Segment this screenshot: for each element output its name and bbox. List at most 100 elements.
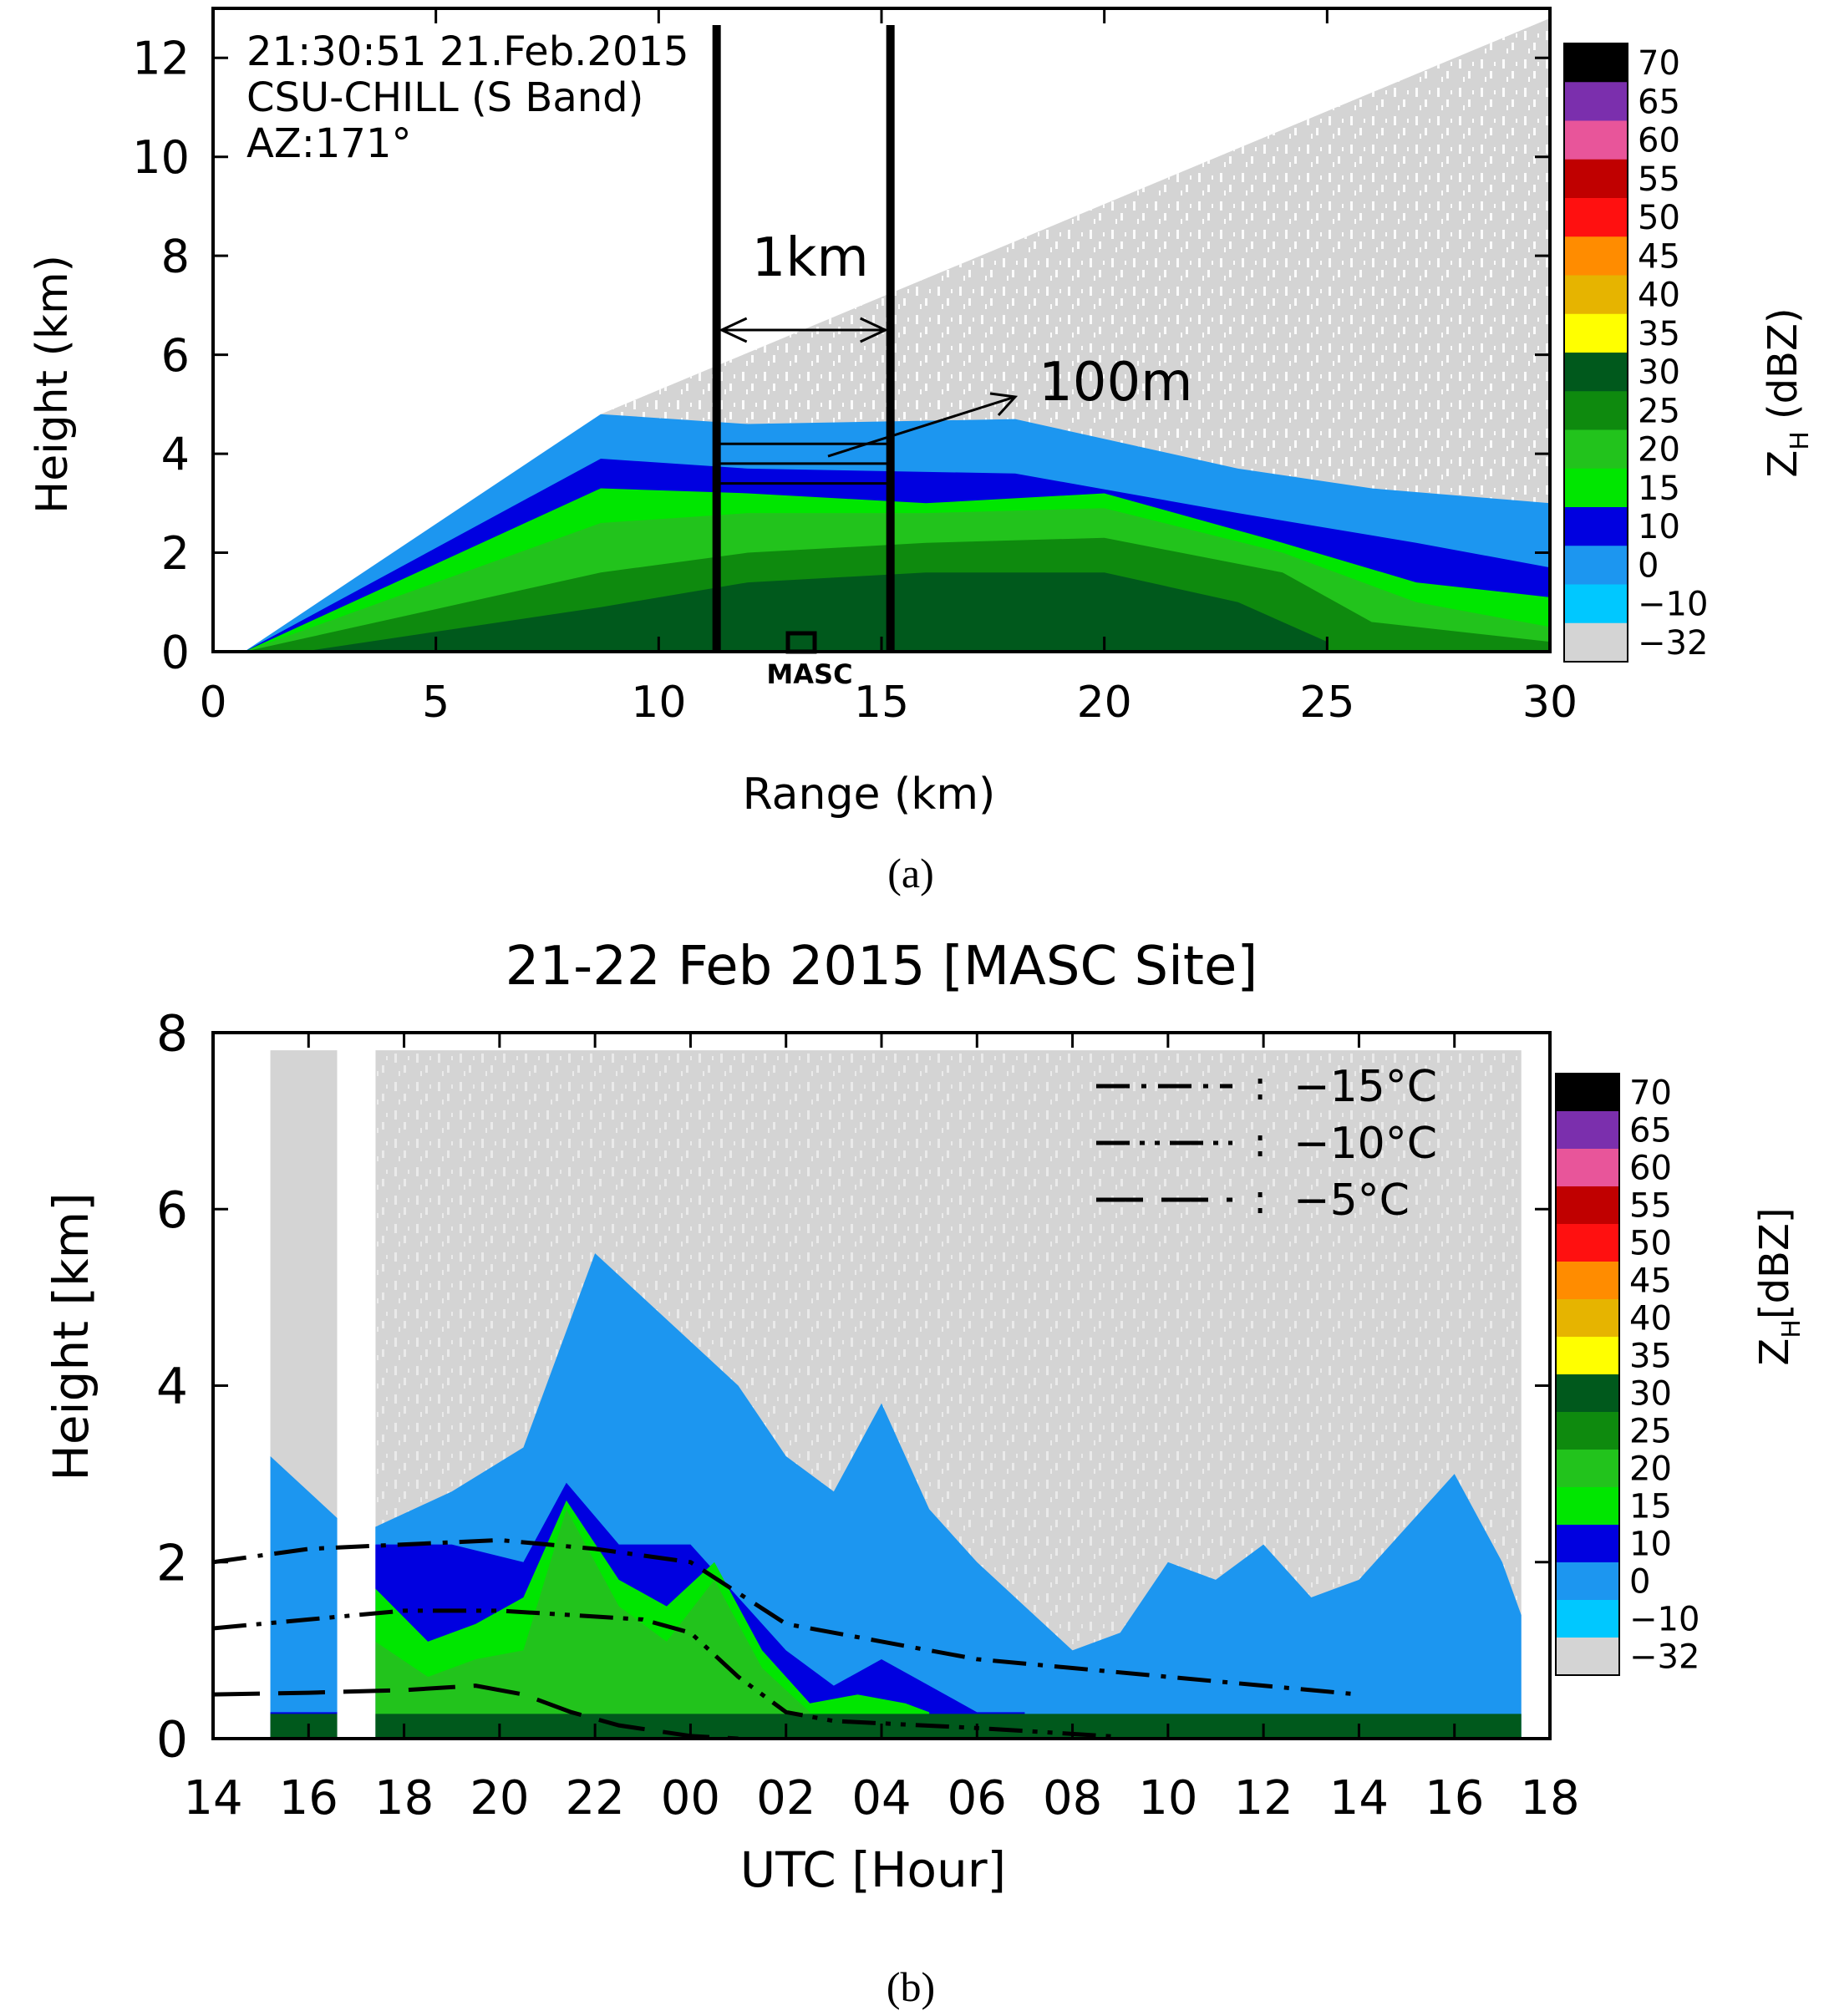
colorbar-swatch-25	[1556, 1412, 1619, 1450]
y-tick-label: 4	[161, 429, 190, 481]
panel-b-y-ticks: 0 2 4 6 8	[156, 1005, 1550, 1770]
y-tick-label: 12	[132, 33, 190, 85]
panel-a-plot-area	[244, 18, 1550, 652]
colorbar-tick-label: 35	[1629, 1338, 1672, 1376]
panel-b-legend-colon: :	[1253, 1176, 1267, 1223]
colorbar-tick-label: 70	[1629, 1074, 1672, 1113]
panel-a-colorbar-label: ZH (dBZ)	[1760, 307, 1815, 477]
colorbar-tick-label: 15	[1638, 470, 1680, 508]
x-tick-label: 08	[1043, 1771, 1102, 1826]
colorbar-swatch-−10	[1556, 1600, 1619, 1638]
colorbar-tick-label: 40	[1629, 1300, 1672, 1338]
panel-b-legend-label: −10°C	[1293, 1119, 1437, 1169]
colorbar-swatch-35	[1564, 313, 1628, 353]
colorbar-swatch-−32	[1564, 622, 1628, 663]
panel-b-colorbar-label: ZH[dBZ]	[1751, 1207, 1806, 1365]
colorbar-tick-label: 10	[1638, 508, 1680, 546]
y-tick-label: 0	[156, 1711, 188, 1770]
y-tick-label: 2	[156, 1534, 188, 1592]
x-tick-label: 14	[183, 1771, 242, 1826]
panel-a-arrowhead-left	[719, 317, 748, 343]
y-tick-label: 10	[132, 131, 190, 184]
panel-a-colorbar-z: Z	[1760, 450, 1806, 478]
panel-a-title-line-1: 21:30:51 21.Feb.2015	[246, 28, 689, 75]
colorbar-swatch-65	[1556, 1111, 1619, 1150]
colorbar-tick-label: 40	[1638, 277, 1680, 315]
x-tick-label: 14	[1329, 1771, 1389, 1826]
x-tick-label: 20	[470, 1771, 529, 1826]
x-tick-label: 12	[1234, 1771, 1293, 1826]
y-tick-label: 6	[156, 1181, 188, 1240]
panel-b-x-axis-label: UTC [Hour]	[740, 1841, 1006, 1898]
panel-a-spacing-arrow	[827, 395, 1016, 458]
colorbar-swatch-70	[1556, 1074, 1619, 1112]
colorbar-swatch-0	[1556, 1562, 1619, 1601]
panel-b-isotherm-line	[213, 1537, 1359, 1697]
colorbar-tick-label: 55	[1629, 1187, 1672, 1226]
colorbar-tick-label: 45	[1638, 237, 1680, 276]
colorbar-tick-label: −32	[1638, 624, 1708, 663]
x-tick-label: 0	[199, 678, 226, 728]
colorbar-swatch-35	[1556, 1337, 1619, 1375]
panel-a-title-line-2: CSU-CHILL (S Band)	[246, 74, 643, 121]
colorbar-tick-label: 65	[1638, 83, 1680, 121]
panel-b-legend-colon: :	[1253, 1120, 1267, 1166]
colorbar-swatch-50	[1556, 1224, 1619, 1262]
colorbar-tick-label: 50	[1638, 199, 1680, 237]
panel-a-site-label: MASC	[766, 658, 852, 690]
panel-b-echo-30dbz	[270, 1714, 1522, 1739]
colorbar-swatch-60	[1564, 120, 1628, 160]
panel-b-legend: : −15°C: −10°C: −5°C	[1096, 1062, 1437, 1226]
colorbar-swatch-30	[1556, 1374, 1619, 1413]
colorbar-swatch-25	[1564, 391, 1628, 430]
colorbar-swatch-50	[1564, 198, 1628, 237]
panel-b-title: 21-22 Feb 2015 [MASC Site]	[506, 936, 1258, 998]
colorbar-tick-label: 50	[1629, 1225, 1672, 1263]
colorbar-swatch-60	[1556, 1149, 1619, 1187]
colorbar-swatch-55	[1564, 159, 1628, 199]
panel-b-legend-label: −5°C	[1293, 1176, 1410, 1226]
colorbar-tick-label: 70	[1638, 44, 1680, 83]
panel-a-y-ticks: 0 2 4 6 8 10 12	[132, 33, 1550, 678]
colorbar-tick-label: −10	[1629, 1601, 1700, 1639]
panel-b-echo-20dbz	[375, 1509, 810, 1739]
x-tick-label: 30	[1522, 678, 1578, 728]
x-tick-label: 15	[854, 678, 909, 728]
colorbar-swatch-15	[1556, 1487, 1619, 1526]
x-tick-label: 22	[566, 1771, 625, 1826]
colorbar-swatch-10	[1564, 507, 1628, 546]
colorbar-tick-label: 60	[1638, 122, 1680, 160]
colorbar-tick-label: 0	[1638, 546, 1659, 585]
panel-a-x-axis-label: Range (km)	[743, 769, 996, 820]
colorbar-swatch-45	[1556, 1262, 1619, 1300]
colorbar-swatch-40	[1556, 1299, 1619, 1338]
colorbar-swatch-20	[1556, 1450, 1619, 1488]
colorbar-swatch-45	[1564, 236, 1628, 276]
panel-b-colorbar-unit: [dBZ]	[1751, 1207, 1798, 1319]
panel-b-isotherms	[213, 1537, 1359, 1739]
colorbar-border	[1563, 43, 1628, 663]
colorbar-tick-label: 25	[1629, 1413, 1672, 1451]
x-tick-label: 18	[374, 1771, 434, 1826]
panel-b-colorbar-sub: H	[1777, 1319, 1806, 1338]
colorbar-swatch-55	[1556, 1186, 1619, 1225]
colorbar-tick-label: 30	[1629, 1375, 1672, 1414]
x-tick-label: 16	[1425, 1771, 1484, 1826]
colorbar-swatch-−32	[1556, 1638, 1619, 1676]
colorbar-swatch-30	[1564, 353, 1628, 392]
colorbar-tick-label: 60	[1629, 1150, 1672, 1188]
colorbar-swatch-40	[1564, 275, 1628, 315]
colorbar-swatch-15	[1564, 468, 1628, 508]
colorbar-tick-label: 55	[1638, 160, 1680, 199]
panel-a-echo-30dbz	[302, 572, 1328, 652]
panel-a-width-label: 1km	[752, 227, 869, 289]
y-tick-label: 6	[161, 329, 190, 382]
panel-a-spacing-arrowhead	[989, 392, 1019, 416]
panel-a-spacing-label: 100m	[1039, 352, 1193, 414]
colorbar-swatch-0	[1564, 546, 1628, 585]
x-tick-label: 10	[1138, 1771, 1197, 1826]
colorbar-tick-label: 20	[1638, 431, 1680, 470]
colorbar-swatch-10	[1556, 1525, 1619, 1563]
